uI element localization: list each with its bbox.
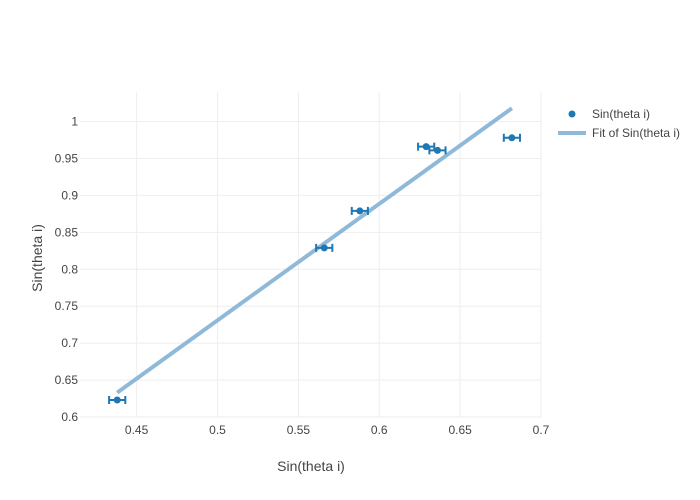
- legend[interactable]: Sin(theta i) Fit of Sin(theta i): [558, 107, 680, 140]
- point-marker: [433, 146, 441, 154]
- legend-label-fit: Fit of Sin(theta i): [592, 126, 680, 140]
- x-tick-label: 0.6: [371, 423, 388, 437]
- gridlines: [80, 92, 542, 418]
- y-tick-label: 0.85: [55, 225, 79, 239]
- y-tick-label: 0.9: [61, 188, 78, 202]
- y-tick-label: 0.7: [61, 336, 78, 350]
- legend-marker-icon: [568, 110, 576, 118]
- point-marker: [113, 396, 121, 404]
- fit-line: [116, 106, 514, 395]
- data-point: [108, 396, 127, 405]
- x-axis-ticks: 0.45 0.5 0.55 0.6 0.65 0.7: [125, 423, 550, 437]
- y-tick-label: 0.95: [55, 151, 79, 165]
- data-point: [502, 133, 521, 142]
- data-point: [428, 146, 447, 155]
- y-tick-label: 0.6: [61, 410, 78, 424]
- x-axis-title: Sin(theta i): [277, 458, 345, 474]
- legend-label-markers: Sin(theta i): [592, 107, 650, 121]
- x-tick-label: 0.45: [125, 423, 149, 437]
- data-point: [315, 243, 334, 252]
- x-tick-label: 0.65: [448, 423, 472, 437]
- y-tick-label: 0.8: [61, 262, 78, 276]
- data-point: [417, 142, 436, 151]
- point-marker: [320, 244, 328, 252]
- point-marker: [422, 143, 430, 151]
- fit-line-layer: [116, 106, 514, 395]
- data-points-layer: [108, 133, 521, 405]
- data-point: [350, 206, 369, 215]
- y-axis-ticks: 0.6 0.65 0.7 0.75 0.8 0.85 0.9 0.95 1: [55, 115, 79, 424]
- point-marker: [508, 134, 516, 142]
- x-tick-label: 0.7: [533, 423, 550, 437]
- y-tick-label: 0.75: [55, 299, 79, 313]
- legend-item-fit[interactable]: Fit of Sin(theta i): [558, 126, 680, 140]
- legend-item-markers[interactable]: Sin(theta i): [568, 107, 651, 121]
- x-tick-label: 0.5: [209, 423, 226, 437]
- y-tick-label: 0.65: [55, 373, 79, 387]
- x-tick-label: 0.55: [287, 423, 311, 437]
- point-marker: [356, 207, 364, 215]
- y-tick-label: 1: [71, 115, 78, 129]
- y-axis-title: Sin(theta i): [29, 224, 45, 292]
